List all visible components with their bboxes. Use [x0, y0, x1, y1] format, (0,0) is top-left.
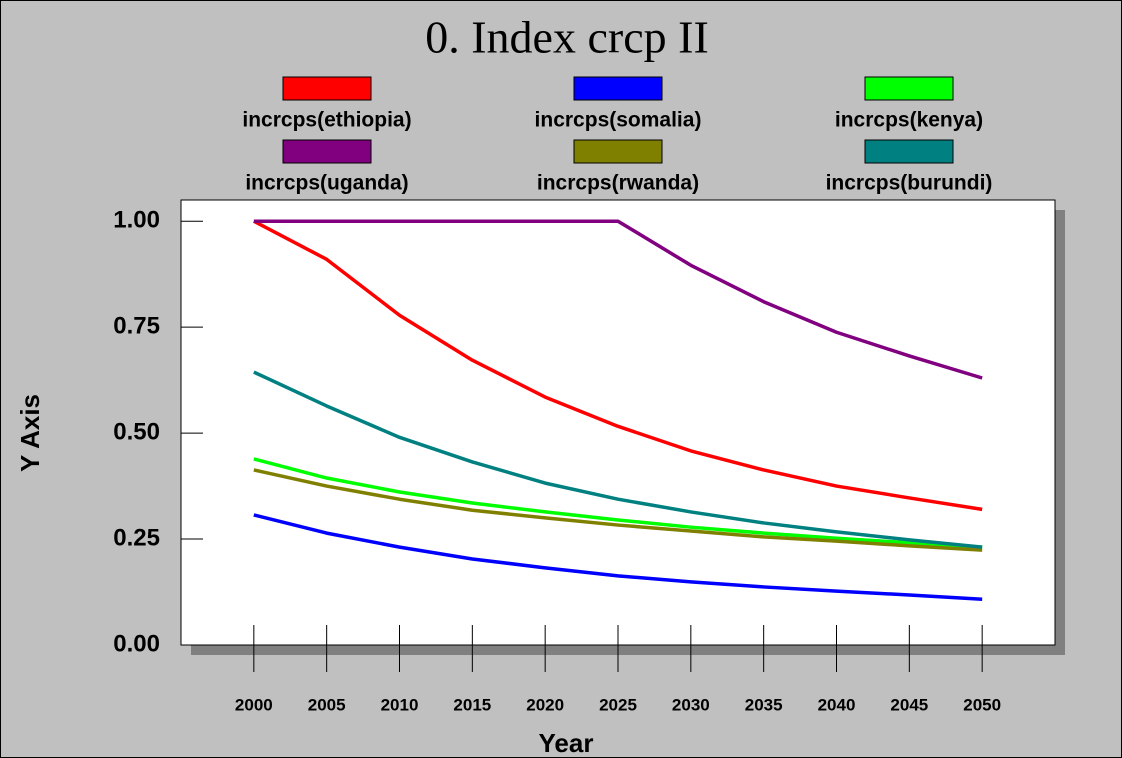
legend-label: incrcps(burundi) [826, 172, 993, 195]
series-line [253, 219, 983, 512]
plot-area [180, 199, 1056, 646]
x-tick-label: 2000 [235, 695, 273, 714]
y-tick-label: 0.50 [113, 418, 160, 445]
legend-label: incrcps(rwanda) [537, 172, 699, 195]
x-tick-label: 2040 [818, 695, 856, 714]
chart-title: 0. Index crcp II [425, 12, 709, 63]
x-tick-label: 2010 [381, 695, 419, 714]
y-tick-label: 0.75 [113, 312, 160, 339]
x-axis-label: Year [539, 728, 594, 758]
series-line [253, 457, 983, 549]
legend-swatch [573, 76, 663, 101]
x-tick-label: 2015 [453, 695, 491, 714]
x-tick-label: 2045 [890, 695, 928, 714]
y-tick-label: 0.00 [113, 630, 160, 657]
legend-label: incrcps(uganda) [245, 172, 408, 195]
x-tick-label: 2025 [599, 695, 637, 714]
x-tick-label: 2020 [526, 695, 564, 714]
series-line [253, 370, 983, 549]
series-line [253, 513, 983, 601]
y-tick-label: 0.25 [113, 524, 160, 551]
x-tick-label: 2050 [963, 695, 1001, 714]
legend-label: incrcps(kenya) [835, 109, 983, 132]
x-tick-label: 2030 [672, 695, 710, 714]
legend-swatch [573, 139, 663, 164]
y-axis-label: Y Axis [15, 394, 45, 472]
series-line [253, 468, 983, 552]
legend-label: incrcps(ethiopia) [242, 109, 411, 132]
x-tick-label: 2005 [308, 695, 346, 714]
legend-swatch [282, 139, 372, 164]
legend-swatch [864, 76, 954, 101]
x-tick-label: 2035 [745, 695, 783, 714]
y-tick-label: 1.00 [113, 207, 160, 234]
legend-swatch [282, 76, 372, 101]
legend-label: incrcps(somalia) [535, 109, 702, 132]
series-line [253, 219, 983, 380]
legend-swatch [864, 139, 954, 164]
